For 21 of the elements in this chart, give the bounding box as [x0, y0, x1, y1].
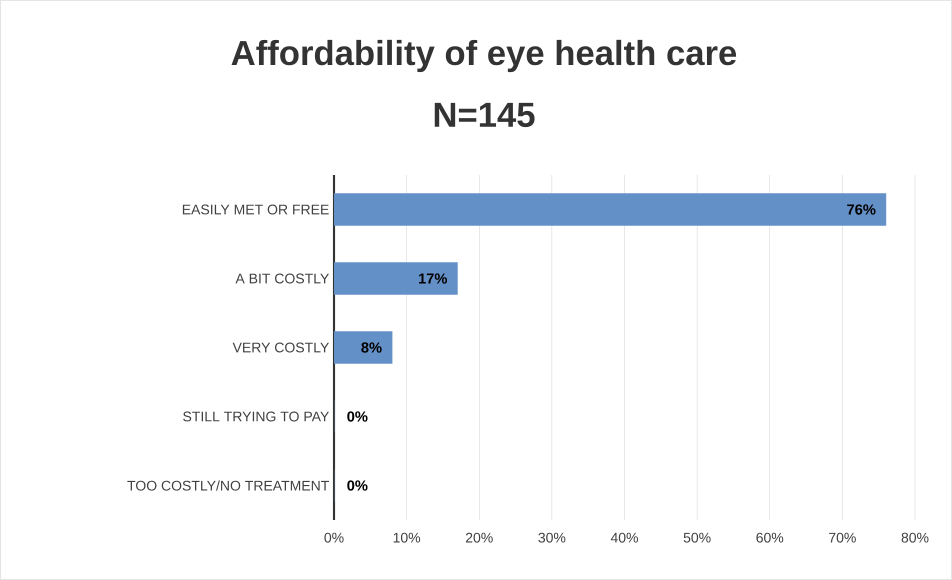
- x-tick-label: 40%: [610, 532, 638, 543]
- y-tick-label: VERY COSTLY: [232, 342, 329, 352]
- data-label: 0%: [347, 480, 368, 491]
- x-tick-label: 20%: [466, 532, 493, 543]
- data-label: 8%: [361, 342, 382, 353]
- x-tick-label: 30%: [538, 532, 566, 543]
- x-tick-label: 80%: [902, 532, 928, 543]
- y-tick-label: STILL TRYING TO PAY: [183, 412, 329, 422]
- chart-subtitle: N=145: [434, 102, 535, 128]
- chart-title: Affordability of eye health care: [232, 40, 736, 72]
- x-tick-label: 60%: [756, 532, 784, 543]
- x-tick-label: 70%: [829, 532, 856, 543]
- data-label: 76%: [847, 204, 876, 215]
- x-tick-label: 50%: [684, 532, 711, 543]
- x-tick-label: 10%: [394, 532, 420, 543]
- x-tick-label: 0%: [324, 532, 344, 543]
- y-tick-label: A BIT COSTLY: [235, 274, 329, 284]
- y-tick-label: EASILY MET OR FREE: [182, 204, 329, 214]
- data-label: 17%: [418, 273, 448, 284]
- y-tick-label: TOO COSTLY/NO TREATMENT: [127, 480, 329, 491]
- data-label: 0%: [347, 411, 368, 422]
